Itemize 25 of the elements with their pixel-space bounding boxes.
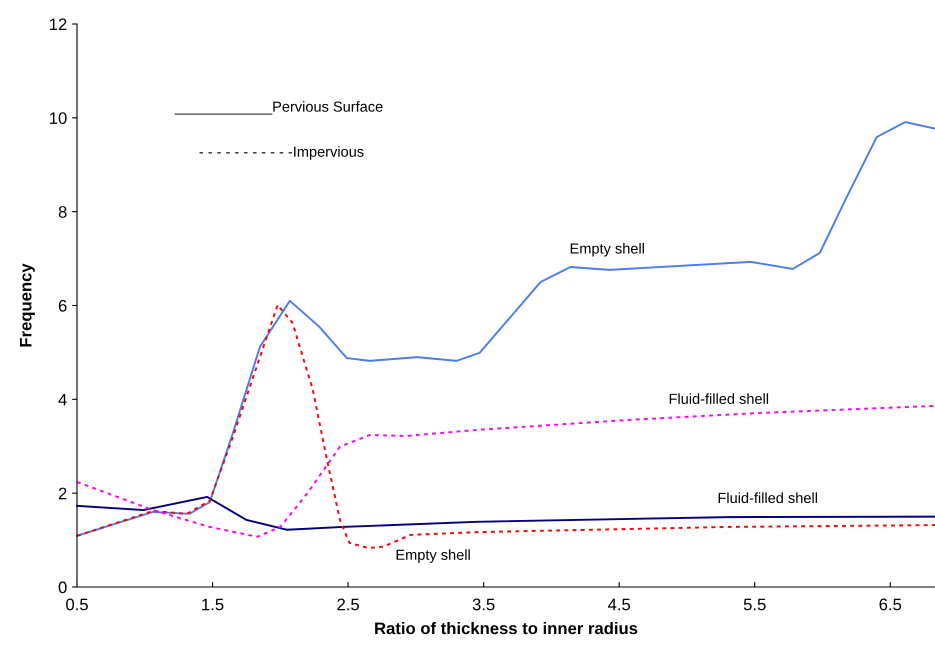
y-tick-label: 10 (50, 112, 67, 124)
annotation: - - - - - - - - - - -Impervious (199, 146, 364, 160)
annotation: ____________Pervious Surface (174, 101, 383, 115)
line-series (76, 304, 935, 550)
annotation: Fluid-filled shell (718, 492, 817, 504)
y-tick-label: 8 (58, 206, 67, 218)
x-tick-label: 2.5 (337, 598, 359, 610)
annotation: Fluid-filled shell (670, 393, 768, 404)
line-series (76, 121, 935, 537)
x-tick-label: 0.5 (66, 598, 88, 610)
y-tick-label: 2 (58, 488, 66, 500)
y-axis-title: Frequency (20, 263, 35, 347)
line-series (76, 404, 935, 538)
y-tick-label: 6 (58, 300, 67, 312)
x-tick-label: 4.5 (608, 598, 630, 610)
x-axis-title: Ratio of thickness to inner radius (375, 622, 638, 634)
y-tick-label: 0 (58, 581, 67, 594)
annotation: Empty shell (570, 242, 644, 257)
x-tick-label: 6.5 (880, 598, 902, 610)
x-tick-label: 5.5 (744, 598, 766, 610)
annotation: Empty shell (396, 549, 470, 563)
y-tick-label: 4 (58, 394, 67, 406)
x-tick-label: 3.5 (472, 598, 495, 610)
y-tick-label: 12 (50, 18, 66, 30)
x-tick-label: 1.5 (202, 598, 224, 610)
